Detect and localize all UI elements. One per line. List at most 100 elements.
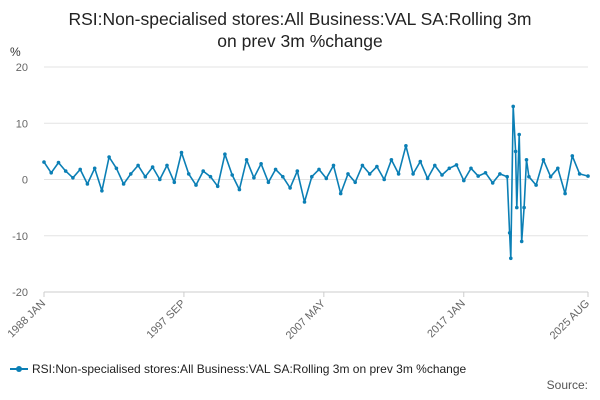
data-point [375,164,379,169]
data-point [63,169,68,173]
data-point [411,172,415,176]
data-point [230,173,234,177]
data-point [517,132,521,137]
data-point [511,104,515,109]
data-point [524,158,529,162]
data-point [462,178,466,183]
data-point [476,174,481,178]
data-point [433,163,437,168]
data-point [389,158,394,162]
y-tick-label: -20 [12,287,28,299]
data-point [208,174,213,179]
data-point [42,160,46,164]
legend-label: RSI:Non-specialised stores:All Business:… [32,362,467,376]
data-point [522,205,526,210]
data-point [324,176,329,181]
data-point [527,174,531,179]
data-point [92,166,97,171]
data-point [244,158,249,162]
y-axis-unit: % [10,45,21,59]
data-point [425,176,430,181]
x-tick-label: 1988 JAN [5,298,48,341]
data-point [541,158,546,162]
data-point [515,205,519,210]
data-point [129,172,133,176]
data-point [509,256,513,261]
data-point [586,174,590,178]
data-point [440,173,444,177]
data-point [382,177,387,182]
data-point [534,183,538,187]
data-point [469,166,473,171]
data-point [165,163,169,168]
chart-title: RSI:Non-specialised stores:All Business:… [0,8,600,52]
x-tick-label: 1997 SEP [145,298,189,342]
data-point [295,169,300,173]
data-point [150,165,155,169]
data-point [507,231,512,235]
data-point [360,163,365,168]
data-point [273,167,278,172]
data-point [505,174,510,179]
y-tick-label: 0 [22,175,28,187]
data-point [107,155,111,159]
data-point [498,172,502,176]
data-point [367,172,372,176]
data-point [215,184,220,189]
data-point [454,163,459,167]
data-point [85,182,90,186]
data-point [201,169,205,173]
x-tick-label: 2007 MAY [284,297,329,342]
data-point [266,180,271,185]
data-point [71,176,75,180]
data-point [121,182,126,186]
y-tick-label: 20 [16,62,28,74]
data-point [194,183,198,187]
data-point [78,167,82,172]
data-point [223,152,227,156]
data-point [563,191,567,196]
y-tick-label: 10 [16,118,28,130]
gridlines [44,66,588,293]
data-point [513,149,518,154]
chart-title-line-1: RSI:Non-specialised stores:All Business:… [68,9,532,29]
data-point [252,176,256,180]
data-point [136,163,140,168]
data-point [548,174,553,179]
data-point [396,172,401,176]
y-axis-ticks: 20 10 0 -10 -20 [12,62,28,299]
legend-swatch-icon [10,362,28,376]
data-point [447,166,452,171]
data-point [570,154,575,158]
data-point [483,171,488,175]
data-point [353,180,358,185]
data-point [338,191,343,196]
data-point [310,174,314,179]
data-point [331,163,336,168]
data-point [346,172,350,176]
data-point [302,200,307,204]
x-tick-label: 2017 JAN [425,298,468,341]
series-layer [42,104,590,261]
data-point [288,186,292,190]
data-point [49,171,53,175]
data-point [100,189,104,193]
data-point [186,172,191,176]
data-point [490,181,495,185]
chart-title-line-2: on prev 3m %change [217,31,383,51]
data-point [179,150,184,155]
data-point [404,144,408,148]
data-point [418,159,423,164]
legend: RSI:Non-specialised stores:All Business:… [10,362,466,376]
data-point [56,160,61,165]
x-axis-ticks: 1988 JAN 1997 SEP 2007 MAY 2017 JAN 2025 AUG [5,292,592,342]
x-tick-label: 2025 AUG [548,298,592,342]
data-point [237,187,242,192]
data-point [577,172,582,176]
data-point [519,239,524,244]
data-point [172,180,177,185]
data-point [114,166,119,171]
source-label: Source: [546,378,588,392]
data-point [556,166,560,171]
